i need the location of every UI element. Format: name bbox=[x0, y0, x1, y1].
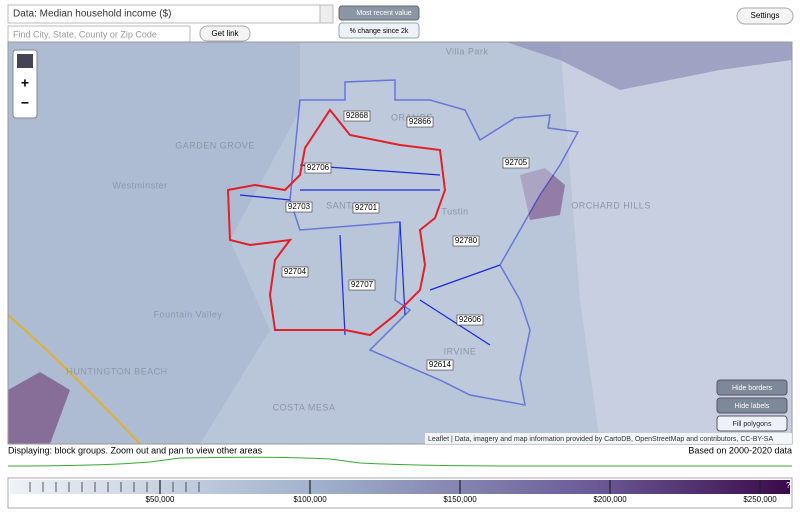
place-label: Fountain Valley bbox=[154, 309, 223, 319]
attribution: Leaflet | Data, imagery and map informat… bbox=[428, 436, 773, 443]
most-recent-label: Most recent value bbox=[356, 10, 411, 17]
map-frame bbox=[7, 41, 793, 445]
map-button[interactable] bbox=[716, 379, 788, 396]
city-boundary bbox=[226, 108, 447, 337]
zip-label-bg bbox=[426, 359, 454, 371]
zip-label-bg bbox=[406, 116, 434, 128]
place-label: IRVINE bbox=[444, 346, 477, 356]
zoom-out[interactable]: − bbox=[21, 95, 29, 111]
zip-label: 92868 bbox=[346, 111, 369, 120]
zip-label: 92706 bbox=[307, 163, 330, 172]
zip-label-bg bbox=[456, 314, 484, 326]
select-arrow[interactable] bbox=[319, 4, 334, 24]
freeway bbox=[8, 314, 141, 444]
place-label: Tustin bbox=[441, 206, 468, 216]
zip-label-bg bbox=[348, 279, 376, 291]
map-button[interactable] bbox=[716, 415, 788, 432]
map-button-label: Fill polygons bbox=[733, 421, 772, 428]
get-link-label: Get link bbox=[211, 29, 239, 38]
zip-label: 92606 bbox=[459, 315, 482, 324]
based-on: Based on 2000-2020 data bbox=[688, 445, 792, 455]
legend-tick-label: $50,000 bbox=[146, 495, 175, 504]
zip-label: 92704 bbox=[284, 267, 307, 276]
zip-boundaries bbox=[239, 164, 501, 346]
zip-label: 92780 bbox=[455, 236, 478, 245]
place-label: Westminster bbox=[112, 180, 167, 190]
map-area bbox=[560, 42, 792, 444]
zip-label: 92701 bbox=[355, 203, 378, 212]
map-area bbox=[8, 372, 70, 444]
zip-label-bg bbox=[285, 201, 313, 213]
zip-label: 92614 bbox=[429, 360, 452, 369]
zip-label-bg bbox=[352, 202, 380, 214]
map: Villa ParkORANGEGARDEN GROVEWestminsterS… bbox=[8, 42, 792, 444]
map-button[interactable] bbox=[716, 397, 788, 414]
legend-tick-label: $200,000 bbox=[593, 495, 627, 504]
zoom-in[interactable]: + bbox=[21, 75, 29, 91]
zip-label-bg bbox=[304, 162, 332, 174]
map-button-label: Hide labels bbox=[735, 403, 770, 410]
zip-label: 92703 bbox=[288, 202, 311, 211]
zip-label-bg bbox=[502, 157, 530, 169]
map-button-label: Hide borders bbox=[732, 385, 773, 392]
map-area bbox=[8, 42, 300, 444]
legend-bar bbox=[10, 480, 790, 494]
place-label: COSTA MESA bbox=[273, 402, 336, 412]
fullscreen-button[interactable] bbox=[17, 54, 33, 68]
zip-label: 92707 bbox=[351, 280, 374, 289]
status: Displaying: block groups. Zoom out and p… bbox=[8, 445, 263, 455]
legend-tick-label: $150,000 bbox=[443, 495, 477, 504]
settings-button[interactable] bbox=[736, 7, 794, 25]
map-area bbox=[506, 42, 792, 90]
zip-label-bg bbox=[343, 110, 371, 122]
place-label: HUNTINGTON BEACH bbox=[66, 366, 167, 376]
histogram-curve bbox=[7, 456, 792, 467]
legend-tick-label: $100,000 bbox=[293, 495, 327, 504]
zip-label: 92866 bbox=[409, 117, 432, 126]
zip-label-bg bbox=[281, 266, 309, 278]
place-label: ORCHARD HILLS bbox=[571, 200, 651, 210]
zip-label-bg bbox=[452, 235, 480, 247]
settings-label: Settings bbox=[751, 11, 780, 20]
most-recent-button[interactable] bbox=[338, 5, 420, 21]
get-link-button[interactable] bbox=[199, 25, 251, 42]
place-label: GARDEN GROVE bbox=[175, 140, 255, 150]
pct-change-label: % change since 2k bbox=[350, 28, 409, 35]
search-placeholder: Find City, State, County or Zip Code bbox=[13, 29, 157, 39]
legend-tick-label: $250,000 bbox=[743, 495, 777, 504]
data-select-text: Data: Median household income ($) bbox=[13, 9, 171, 20]
attribution-bg bbox=[425, 433, 792, 444]
zip-label: 92705 bbox=[505, 158, 528, 167]
place-label: Villa Park bbox=[446, 46, 489, 56]
legend-help[interactable]: ? bbox=[786, 481, 791, 490]
pct-change-button[interactable] bbox=[338, 22, 420, 39]
